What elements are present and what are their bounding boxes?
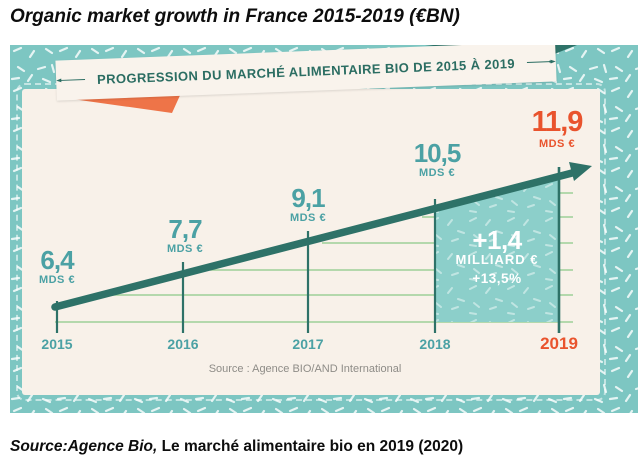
year-label-2016: 2016 xyxy=(167,336,199,352)
value-2017: 9,1 xyxy=(291,183,325,213)
highlight-delta: +1,4 xyxy=(472,225,522,255)
value-label-2018: 10,5 MDS € xyxy=(382,138,492,179)
infographic: 6,4 MDS € 7,7 MDS € 9,1 MDS € 10,5 MDS €… xyxy=(10,45,638,413)
caption-text: Le marché alimentaire bio en 2019 (2020) xyxy=(157,438,464,455)
value-label-2017: 9,1 MDS € xyxy=(253,183,363,224)
value-label-2016: 7,7 MDS € xyxy=(130,214,240,255)
caption-source: Source:Agence Bio, xyxy=(10,438,158,455)
year-label-2017: 2017 xyxy=(292,336,324,352)
year-label-2018: 2018 xyxy=(419,336,451,352)
highlight-percent: +13,5% xyxy=(472,271,522,286)
caption: Source:Agence Bio, Le marché alimentaire… xyxy=(10,438,630,456)
highlight-unit: MILLIARD € xyxy=(455,252,539,267)
page-title: Organic market growth in France 2015-201… xyxy=(10,6,460,27)
unit-2019: MDS € xyxy=(538,137,576,150)
value-2019: 11,9 xyxy=(531,106,584,138)
unit-2018: MDS € xyxy=(418,166,456,179)
value-label-2019: 11,9 MDS € xyxy=(502,106,612,150)
year-label-2019: 2019 xyxy=(540,334,578,353)
banner-title: PROGRESSION DU MARCHÉ ALIMENTAIRE BIO DE… xyxy=(96,55,516,87)
highlight-area xyxy=(435,180,559,322)
left-arrow-icon xyxy=(56,78,86,83)
trend-arrow xyxy=(51,162,592,311)
right-arrow-icon xyxy=(526,59,556,64)
year-label-2015: 2015 xyxy=(41,336,73,352)
value-2015: 6,4 xyxy=(40,245,74,275)
value-2018: 10,5 xyxy=(413,138,462,168)
chart-source: Source : Agence BIO/AND International xyxy=(208,363,402,375)
trend-chart xyxy=(51,91,592,333)
value-2016: 7,7 xyxy=(168,214,202,244)
banner: PROGRESSION DU MARCHÉ ALIMENTAIRE BIO DE… xyxy=(55,45,557,101)
unit-2015: MDS € xyxy=(38,273,76,286)
value-label-2015: 6,4 MDS € xyxy=(10,245,112,286)
unit-2016: MDS € xyxy=(166,242,204,255)
unit-2017: MDS € xyxy=(289,211,327,224)
